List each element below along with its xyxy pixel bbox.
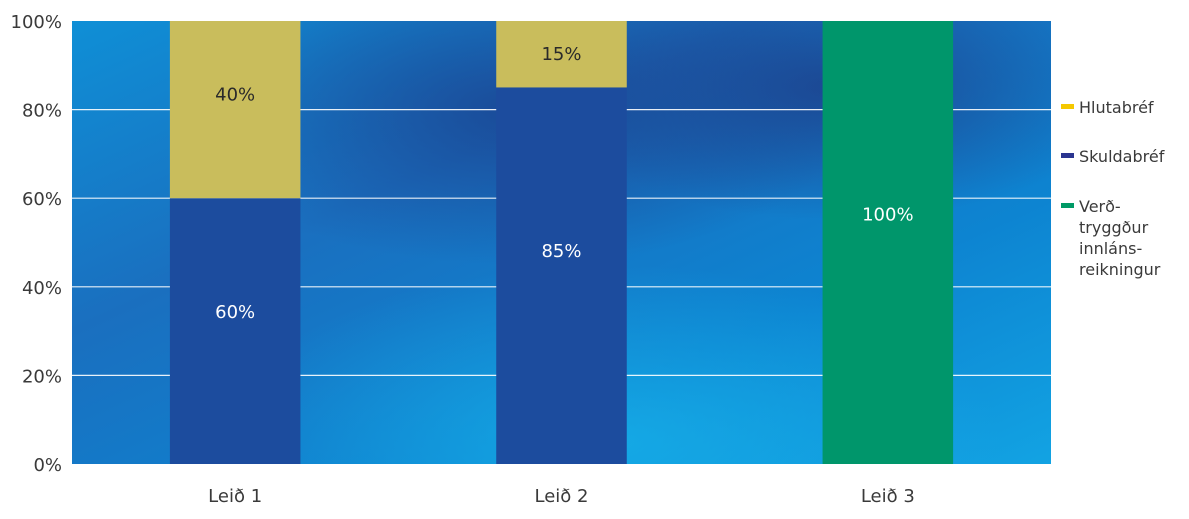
legend-label-line: innláns- bbox=[1079, 239, 1142, 258]
y-tick-label: 20% bbox=[22, 366, 62, 387]
data-label: 100% bbox=[862, 204, 913, 225]
data-label: 15% bbox=[541, 44, 581, 65]
legend-label-line: reikningur bbox=[1079, 260, 1161, 279]
legend-label-line: Verð- bbox=[1079, 197, 1121, 216]
x-tick-label: Leið 3 bbox=[861, 486, 915, 507]
x-tick-label: Leið 1 bbox=[208, 486, 262, 507]
y-tick-label: 80% bbox=[22, 101, 62, 122]
y-tick-label: 100% bbox=[11, 12, 62, 33]
legend-swatch bbox=[1061, 203, 1074, 208]
legend-label-line: Hlutabréf bbox=[1079, 98, 1154, 117]
data-label: 40% bbox=[215, 85, 255, 106]
legend-label-line: tryggður bbox=[1079, 218, 1149, 237]
data-label: 85% bbox=[541, 241, 581, 262]
data-labels: 60% 40% 85% 15% 100% bbox=[215, 44, 913, 323]
bar-segment bbox=[822, 21, 954, 464]
data-label: 60% bbox=[215, 302, 255, 323]
legend-label: Verð-tryggður innláns-reikningur bbox=[1079, 197, 1161, 279]
y-tick-label: 0% bbox=[33, 455, 62, 476]
y-tick-label: 40% bbox=[22, 278, 62, 299]
legend-label: Hlutabréf bbox=[1079, 98, 1154, 117]
legend-swatch bbox=[1061, 104, 1074, 109]
x-tick-label: Leið 2 bbox=[535, 486, 589, 507]
bar-segment bbox=[496, 21, 627, 88]
legend-swatch bbox=[1061, 153, 1074, 158]
bars bbox=[169, 21, 954, 464]
x-axis: Leið 1 Leið 2 Leið 3 bbox=[208, 486, 915, 507]
legend-label: Skuldabréf bbox=[1079, 147, 1165, 166]
bar-segment bbox=[169, 198, 301, 464]
y-tick-label: 60% bbox=[22, 189, 62, 210]
bar-segment bbox=[169, 21, 301, 199]
legend: Hlutabréf Skuldabréf Verð-tryggður innláns-… bbox=[1061, 98, 1165, 279]
legend-label-line: Skuldabréf bbox=[1079, 147, 1165, 166]
bar-segment bbox=[496, 87, 627, 464]
y-axis: 0% 20% 40% 60% 80% 100% bbox=[11, 12, 62, 476]
